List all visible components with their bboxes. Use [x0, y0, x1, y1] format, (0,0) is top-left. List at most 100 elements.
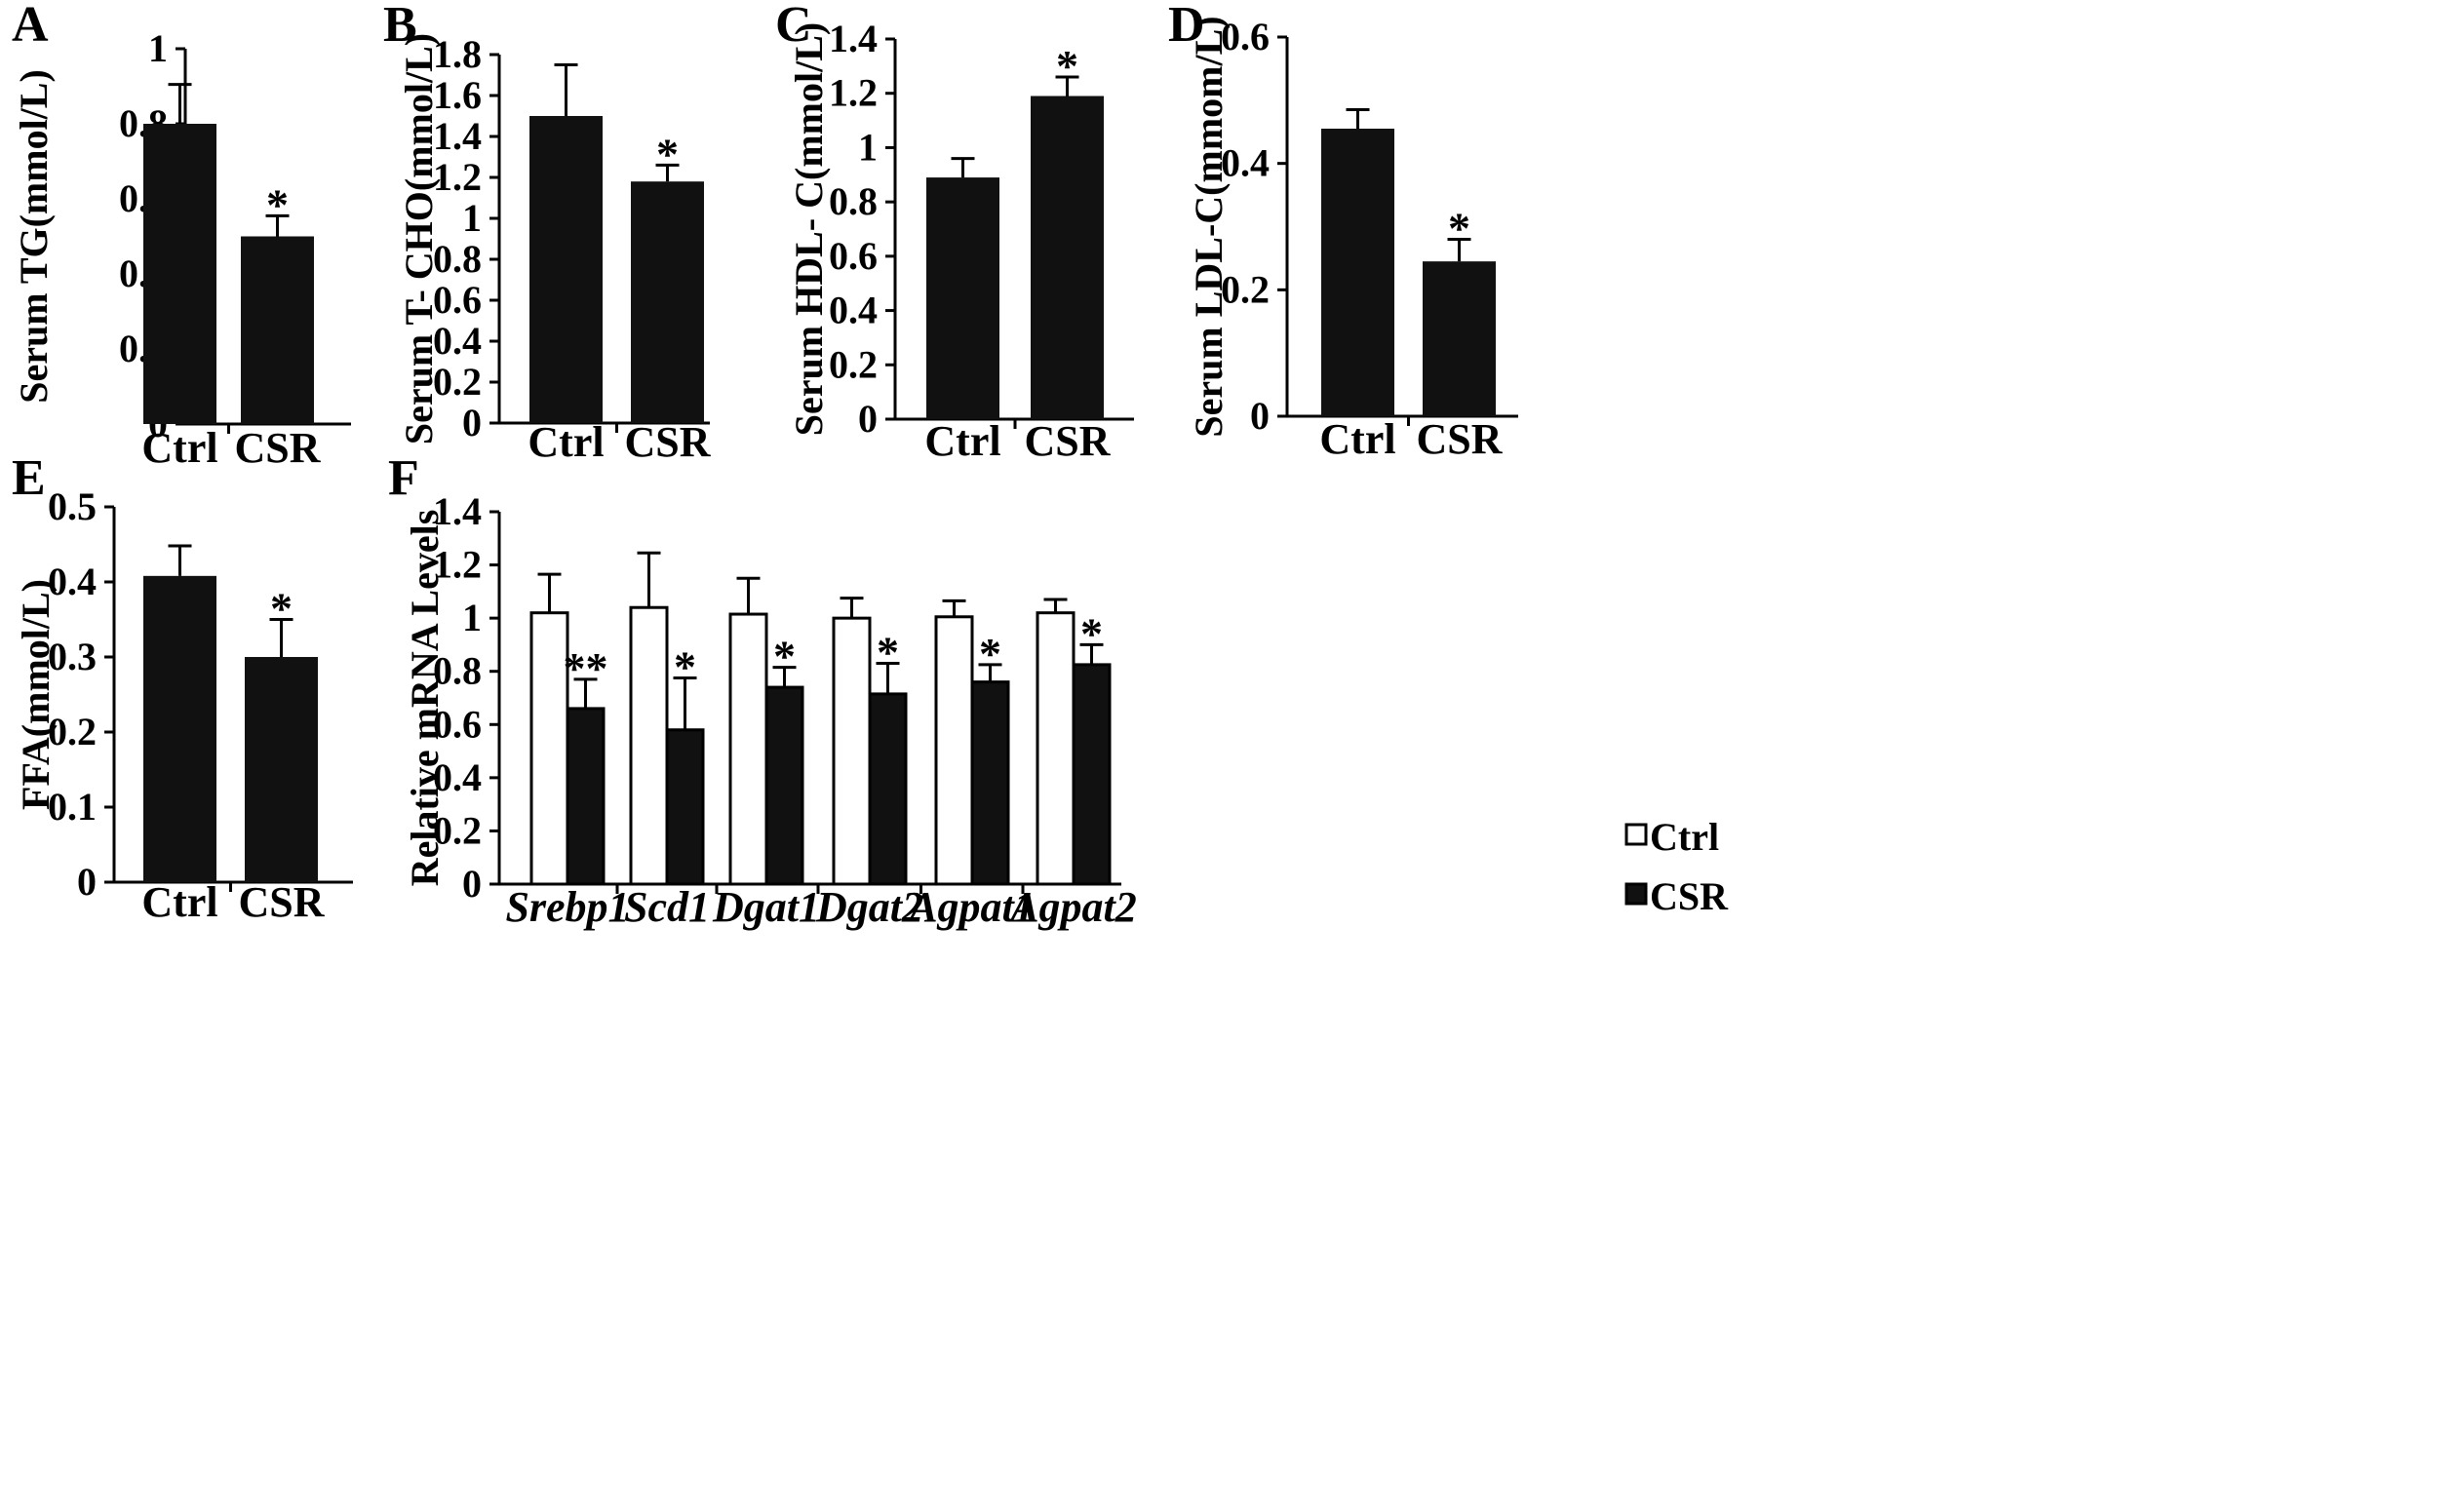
bar-ctrl: [728, 612, 768, 886]
significance-marker: *: [773, 632, 796, 681]
bar-csr: [764, 685, 804, 886]
significance-marker: *: [1056, 41, 1078, 91]
y-tick-label: 0.4: [48, 560, 97, 603]
y-tick-label: 0.2: [433, 360, 482, 404]
bar: [245, 657, 318, 882]
bar-ctrl: [934, 615, 974, 886]
y-tick-label: 0.8: [829, 179, 878, 223]
x-category-label: CSR: [238, 878, 325, 926]
y-tick-label: 0: [858, 397, 878, 441]
y-tick-label: 0.6: [1221, 15, 1270, 58]
bar-csr: [970, 680, 1010, 886]
legend-label: CSR: [1650, 874, 1729, 918]
y-tick-label: 0.2: [433, 808, 482, 852]
y-tick-label: 0.4: [1221, 141, 1270, 185]
x-category-label: CSR: [1416, 415, 1503, 463]
y-axis-label: FFA(mmol/L): [14, 579, 58, 810]
legend-swatch-ctrl: [1624, 823, 1648, 846]
y-tick-label: 0.3: [48, 635, 97, 678]
y-tick-label: 1.6: [433, 73, 482, 117]
legend-label: Ctrl: [1650, 815, 1719, 859]
y-tick-label: 1: [462, 596, 482, 639]
significance-marker: *: [674, 642, 696, 692]
y-tick-label: 1: [462, 196, 482, 240]
x-category-label: Ctrl: [141, 878, 217, 926]
y-tick-label: 0.2: [48, 710, 97, 753]
bar-ctrl: [832, 616, 872, 886]
y-axis-label: Serum LDL-C(mmom/L): [1187, 16, 1231, 437]
x-category-label: CSR: [1024, 417, 1111, 465]
panel-letter: A: [12, 0, 49, 53]
y-tick-label: 0.6: [433, 702, 482, 746]
significance-marker: *: [979, 629, 1001, 678]
y-axis-label: Serum T- CHO(mmol/L): [397, 33, 441, 444]
y-tick-label: 0.4: [433, 319, 482, 363]
y-axis-label: Relative mRNA Levels: [403, 510, 447, 887]
x-category-label: CSR: [234, 424, 321, 472]
y-axis-label: Serum HDL- C(mmol/L): [787, 22, 831, 436]
significance-marker: *: [1448, 203, 1470, 252]
bar: [1423, 261, 1496, 416]
x-category-label: Ctrl: [1319, 415, 1395, 463]
y-tick-label: 0.1: [48, 785, 97, 829]
panel-letter: C: [775, 0, 812, 53]
bar-ctrl: [529, 611, 569, 886]
significance-marker: *: [656, 129, 679, 178]
x-category-label: Scd1: [624, 883, 710, 931]
panel-e: E 0 0.1 0.2 0.3 0.4 0.5 FFA(mmol/L) Ctrl * CSR: [12, 450, 353, 926]
significance-marker: *: [877, 628, 899, 677]
bar-csr: [665, 728, 705, 886]
bar-csr: [566, 707, 606, 886]
x-category-label: Ctrl: [924, 417, 1000, 465]
bar-ctrl: [629, 605, 669, 886]
y-tick-label: 1: [148, 26, 168, 70]
bar: [529, 116, 603, 423]
legend-swatch-csr: [1624, 882, 1648, 906]
x-category-label: Agpat2: [1007, 883, 1137, 931]
significance-marker: *: [266, 179, 289, 229]
bar: [241, 236, 314, 424]
bar: [926, 177, 999, 419]
y-tick-label: 0.8: [433, 649, 482, 693]
bar: [143, 575, 216, 882]
x-category-label: Dgat2: [815, 883, 923, 931]
significance-marker: **: [564, 643, 608, 693]
y-tick-label: 0.6: [433, 278, 482, 322]
significance-marker: *: [1080, 608, 1103, 658]
panel-letter: F: [388, 450, 419, 506]
legend: Ctrl CSR: [1624, 815, 1729, 918]
panel-letter: B: [383, 0, 417, 53]
y-tick-label: 0: [1250, 394, 1270, 438]
bar: [631, 181, 704, 423]
y-tick-label: 0.2: [1221, 267, 1270, 311]
y-tick-label: 0.5: [48, 484, 97, 528]
significance-marker: *: [270, 584, 293, 634]
bar-ctrl: [1036, 611, 1076, 886]
y-tick-label: 0.2: [829, 342, 878, 386]
y-tick-label: 0: [462, 401, 482, 444]
x-category-label: Agpat1: [906, 883, 1036, 931]
x-category-label: Srebp1: [505, 883, 629, 931]
y-tick-label: 1.4: [829, 17, 878, 60]
panel-letter: D: [1168, 0, 1205, 53]
y-axis-label: Serum TG(mmol/L): [12, 69, 56, 404]
bar: [1321, 129, 1394, 416]
x-category-label: Dgat1: [712, 883, 820, 931]
panel-letter: E: [12, 450, 46, 506]
y-tick-label: 1.2: [829, 71, 878, 115]
bar: [1031, 96, 1104, 419]
y-tick-label: 0.6: [829, 234, 878, 278]
y-tick-label: 0.8: [433, 237, 482, 281]
y-tick-label: 1: [858, 125, 878, 169]
bar-csr: [1072, 663, 1112, 886]
y-tick-label: 0.4: [829, 289, 878, 332]
y-tick-label: 1.8: [433, 32, 482, 76]
bar: [143, 124, 216, 424]
x-category-label: Ctrl: [141, 424, 217, 472]
